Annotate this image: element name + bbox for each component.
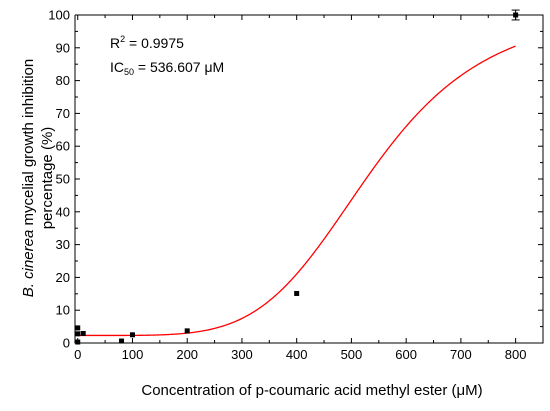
x-tick-label: 0 <box>74 347 81 362</box>
data-point <box>75 325 81 331</box>
x-tick-label: 500 <box>341 347 363 362</box>
y-tick-label: 20 <box>56 270 70 285</box>
data-point <box>119 338 125 344</box>
data-point <box>294 290 300 296</box>
x-tick-label: 400 <box>286 347 308 362</box>
tick-labels: 0 100 200 300 400 500 600 700 800 0 10 20 30 40 50 60 70… <box>48 8 526 363</box>
x-tick-label: 600 <box>395 347 417 362</box>
y-axis-label-line2: percentage (%) <box>39 127 56 230</box>
y-tick-label: 80 <box>56 73 70 88</box>
x-tick-label: 200 <box>176 347 198 362</box>
r-squared-annotation: R2 = 0.9975 <box>110 34 184 51</box>
y-axis-label: B. cinerea mycelial growth inhibition <box>20 59 37 297</box>
y-tick-label: 100 <box>48 8 70 23</box>
y-tick-label: 70 <box>56 106 70 121</box>
fit-curve <box>77 45 516 337</box>
y-tick-label: 60 <box>56 139 70 154</box>
y-tick-label: 90 <box>56 40 70 55</box>
ic50-annotation: IC50 = 536.607 μM <box>110 59 224 77</box>
y-tick-label: 50 <box>56 172 70 187</box>
data-point <box>513 12 519 18</box>
x-axis-label: Concentration of p-coumaric acid methyl … <box>141 382 482 399</box>
y-tick-label: 40 <box>56 204 70 219</box>
y-axis-label-species: B. cinerea <box>20 230 37 298</box>
data-point <box>75 331 81 337</box>
data-points <box>75 9 520 345</box>
data-point <box>184 328 190 334</box>
x-tick-label: 700 <box>450 347 472 362</box>
y-tick-label: 10 <box>56 303 70 318</box>
x-tick-label: 100 <box>122 347 144 362</box>
x-tick-label: 300 <box>231 347 253 362</box>
data-point <box>80 330 86 336</box>
y-axis-label-line1: mycelial growth inhibition <box>20 59 37 230</box>
x-tick-label: 800 <box>505 347 527 362</box>
y-tick-label: 30 <box>56 237 70 252</box>
data-point <box>129 332 135 338</box>
y-tick-label: 0 <box>63 336 70 351</box>
data-point <box>75 339 81 345</box>
